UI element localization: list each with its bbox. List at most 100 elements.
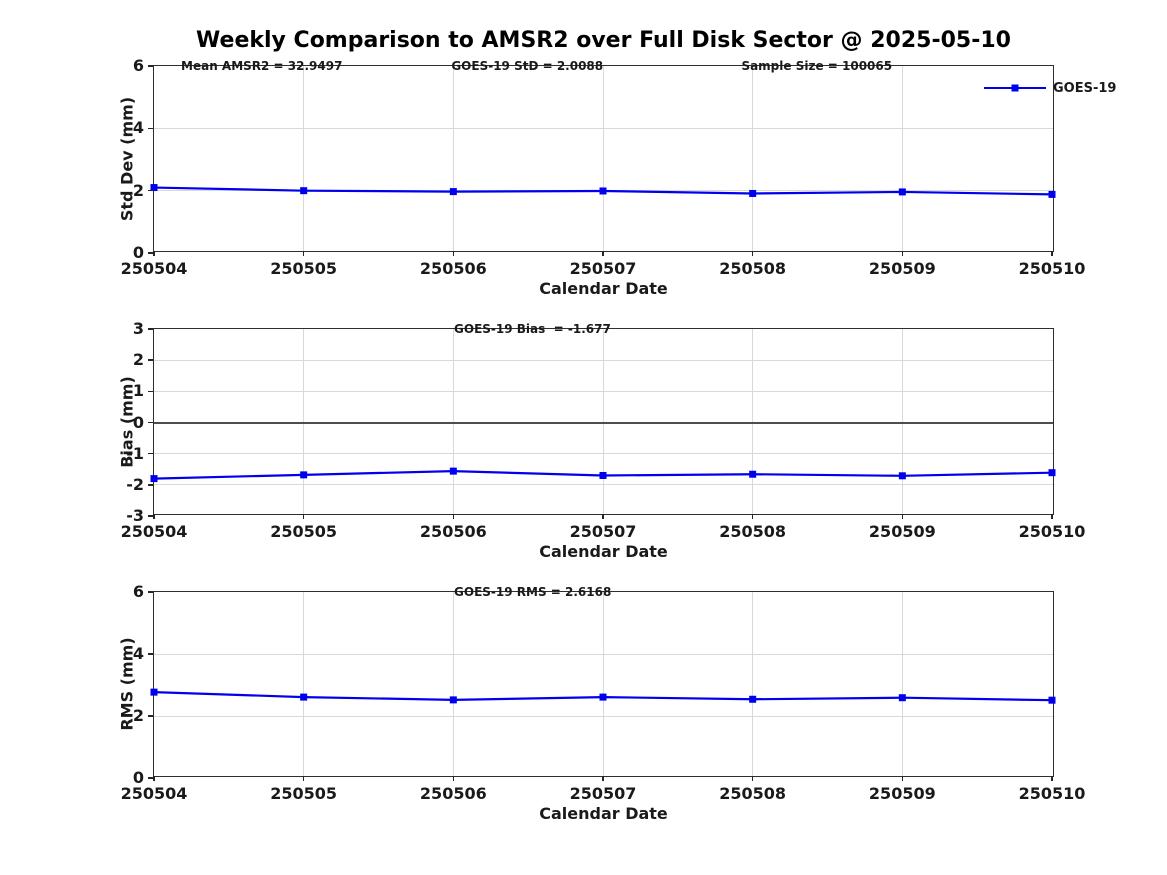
y-axis-tick	[147, 591, 153, 593]
grid-line-vertical	[752, 66, 754, 251]
data-point-marker	[300, 693, 308, 701]
x-tick-label: 250507	[569, 522, 637, 541]
x-axis-tick	[901, 776, 904, 781]
x-tick-label: 250505	[270, 784, 338, 803]
y-tick-label: 2	[132, 350, 144, 370]
grid-line-vertical	[303, 592, 305, 776]
x-axis-tick	[302, 776, 305, 781]
y-axis-tick	[147, 452, 153, 455]
x-tick-label: 250506	[419, 259, 487, 278]
y-axis-tick	[147, 484, 153, 486]
y-axis-label: Std Dev (mm)	[117, 96, 137, 221]
y-axis-tick	[147, 421, 153, 424]
annotation-text: Mean AMSR2 = 32.9497	[181, 59, 343, 73]
grid-line-vertical	[901, 66, 903, 251]
x-tick-label: 250508	[719, 259, 787, 278]
grid-line-horizontal	[154, 390, 1053, 392]
data-point-marker	[150, 688, 158, 696]
legend-square-marker-icon	[1011, 84, 1019, 92]
x-tick-label: 250506	[419, 784, 487, 803]
grid-line-horizontal	[154, 484, 1053, 486]
data-point-marker	[599, 471, 607, 479]
x-axis-tick	[452, 251, 455, 256]
data-point-marker	[1048, 190, 1056, 198]
legend: GOES-19	[984, 80, 1116, 96]
y-tick-label: 3	[132, 319, 144, 338]
grid-line-vertical	[752, 592, 754, 776]
subplot-2: -3 -2 -1 0 1 2 3 250504 250505 250506 250507 250508…	[118, 320, 1086, 562]
x-axis-tick	[751, 514, 754, 519]
x-axis-tick	[153, 776, 155, 781]
y-tick-label: -1	[126, 443, 144, 463]
data-point-marker	[150, 475, 158, 483]
x-tick-label: 250507	[569, 259, 637, 278]
x-axis-tick	[751, 776, 754, 781]
y-tick-label: 0	[132, 768, 144, 787]
data-point-marker	[898, 472, 906, 480]
x-axis-tick	[153, 514, 155, 519]
x-axis-tick	[302, 514, 305, 519]
x-tick-label: 250506	[419, 522, 487, 541]
x-axis-tick	[901, 251, 904, 256]
y-tick-label: 0	[132, 412, 144, 432]
plot-area	[150, 688, 1056, 704]
data-point-marker	[1048, 696, 1056, 704]
y-tick-label: 0	[132, 243, 144, 262]
plot-area	[150, 184, 1056, 198]
y-axis-tick	[147, 328, 153, 330]
x-tick-label: 250504	[120, 784, 188, 803]
annotation-text: Sample Size = 100065	[741, 59, 893, 73]
y-axis-tick	[147, 390, 153, 393]
annotation-text: GOES-19 StD = 2.0088	[451, 59, 604, 73]
x-tick-label: 250510	[1018, 784, 1086, 803]
y-axis-tick	[147, 653, 153, 655]
x-tick-label: 250510	[1018, 522, 1086, 541]
x-axis-label: Calendar Date	[539, 279, 668, 298]
grid-line-vertical	[602, 592, 604, 776]
legend-label: GOES-19	[1053, 80, 1117, 96]
x-tick-label: 250508	[719, 784, 787, 803]
legend-line-icon	[984, 84, 1046, 92]
x-axis-label: Calendar Date	[539, 542, 668, 561]
y-axis-tick	[147, 252, 153, 254]
y-tick-label: 4	[132, 644, 144, 663]
data-point-marker	[449, 188, 457, 196]
x-axis-tick	[452, 514, 455, 519]
y-tick-label: -3	[126, 506, 144, 525]
grid-line-vertical	[303, 66, 305, 251]
x-tick-label: 250509	[868, 259, 936, 278]
data-point-marker	[300, 471, 308, 479]
x-tick-label: 250509	[868, 522, 936, 541]
subplot-1: 0 2 4 6 250504 250505 250506 250507 250508 250509…	[118, 57, 1117, 299]
annotation-text: GOES-19 RMS = 2.6168	[454, 585, 612, 599]
subplot-3: 0 2 4 6 250504 250505 250506 250507 250508 250509…	[118, 583, 1086, 824]
x-axis-tick	[901, 514, 904, 519]
x-tick-label: 250504	[120, 259, 188, 278]
data-point-marker	[749, 189, 757, 197]
grid-line-vertical	[901, 592, 903, 776]
x-tick-label: 250507	[569, 784, 637, 803]
data-point-marker	[599, 693, 607, 701]
x-tick-label: 250504	[120, 522, 188, 541]
plot-area	[150, 467, 1056, 483]
x-axis-tick	[602, 776, 604, 781]
grid-line-horizontal	[154, 359, 1053, 361]
grid-line-vertical	[452, 592, 454, 776]
zero-line	[154, 421, 1053, 424]
x-axis-tick	[602, 251, 604, 256]
grid-line-vertical	[452, 66, 454, 251]
y-tick-label: 6	[132, 56, 144, 75]
x-tick-label: 250505	[270, 522, 338, 541]
x-tick-label: 250509	[868, 784, 936, 803]
grid-line-horizontal	[154, 453, 1053, 455]
x-axis-tick	[302, 251, 305, 256]
data-point-marker	[898, 694, 906, 702]
y-tick-label: -2	[126, 474, 144, 494]
x-tick-label: 250505	[270, 259, 338, 278]
data-point-marker	[449, 467, 457, 475]
y-axis-tick	[147, 127, 153, 130]
grid-line-vertical	[602, 66, 604, 251]
x-axis-tick	[1051, 776, 1053, 781]
y-tick-label: 6	[132, 582, 144, 601]
data-point-marker	[449, 696, 457, 704]
